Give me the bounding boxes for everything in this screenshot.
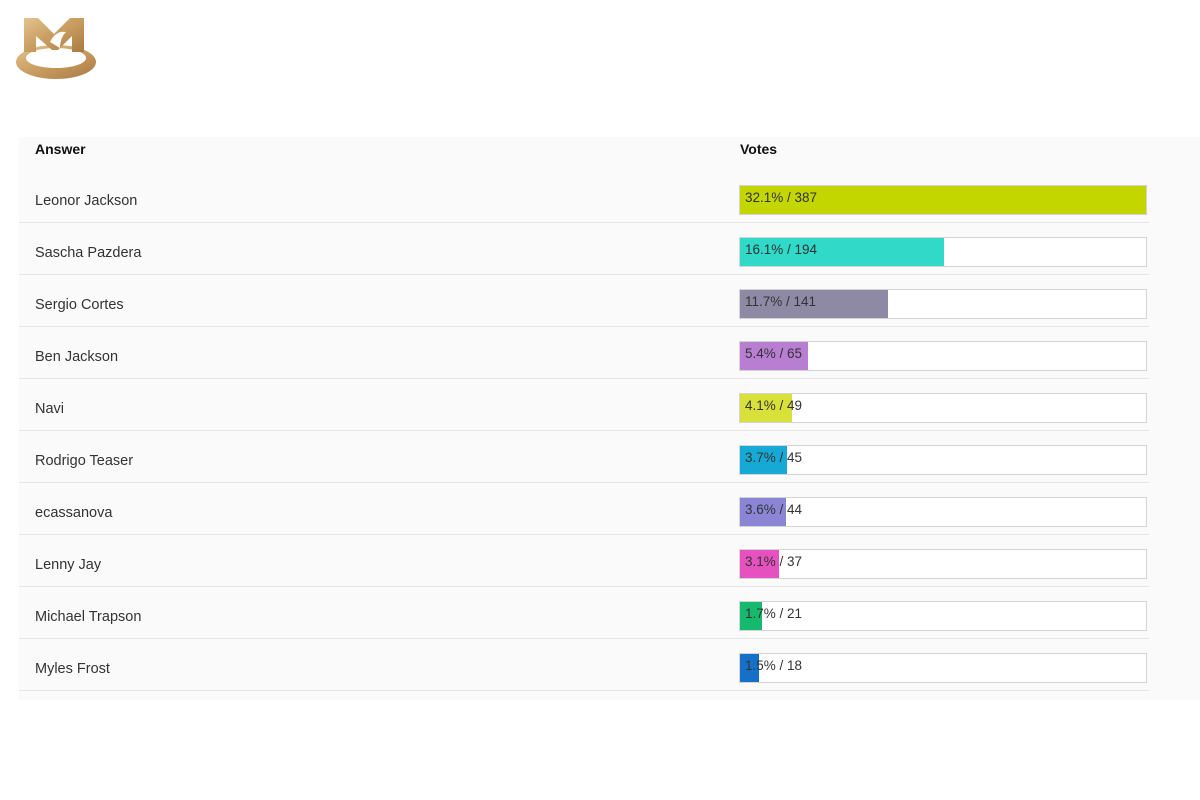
table-row: ecassanova 3.6% / 44	[19, 483, 1149, 535]
vote-bar	[740, 654, 759, 682]
vote-bar-label: 16.1% / 194	[745, 242, 818, 257]
table-row: Sergio Cortes 11.7% / 141	[19, 275, 1149, 327]
vote-bar	[740, 498, 786, 526]
poll-results-table: Answer Votes Leonor Jackson 32.1% / 387 Sa…	[19, 137, 1200, 700]
mm-monogram-logo	[16, 18, 96, 79]
answer-label: Michael Trapson	[35, 609, 142, 625]
table-row: Ben Jackson 5.4% / 65	[19, 327, 1149, 379]
vote-bar	[740, 238, 944, 266]
vote-bar-label: 5.4% / 65	[745, 346, 803, 361]
answer-label: Myles Frost	[35, 661, 110, 677]
answer-label: Rodrigo Teaser	[35, 453, 134, 469]
vote-bar	[740, 290, 888, 318]
table-row: Leonor Jackson 32.1% / 387	[19, 171, 1149, 223]
vote-bar-label: 1.7% / 21	[745, 606, 803, 621]
vote-bar-label: 3.6% / 44	[745, 502, 803, 517]
table-header-row: Answer Votes	[19, 137, 1149, 171]
answer-label: ecassanova	[35, 505, 113, 521]
vote-bar	[740, 342, 809, 370]
answer-column-header: Answer	[35, 141, 86, 157]
answer-label: Sergio Cortes	[35, 297, 124, 313]
votes-column-header: Votes	[740, 141, 778, 157]
vote-bar-label: 32.1% / 387	[745, 190, 818, 205]
table-row: Sascha Pazdera 16.1% / 194	[19, 223, 1149, 275]
vote-bar-track: 3.6% / 44	[739, 497, 1147, 527]
vote-bar-track: 11.7% / 141	[739, 289, 1147, 319]
vote-bar-label: 3.1% / 37	[745, 554, 803, 569]
answer-label: Lenny Jay	[35, 557, 102, 573]
vote-bar-track: 3.7% / 45	[739, 445, 1147, 475]
table-row: Rodrigo Teaser 3.7% / 45	[19, 431, 1149, 483]
vote-bar-label: 3.7% / 45	[745, 450, 803, 465]
vote-bar-track: 4.1% / 49	[739, 393, 1147, 423]
vote-bar-track: 1.7% / 21	[739, 601, 1147, 631]
vote-bar-label: 1.5% / 18	[745, 658, 803, 673]
vote-bar	[740, 602, 762, 630]
vote-bar-label: 11.7% / 141	[745, 294, 817, 309]
vote-bar-track: 5.4% / 65	[739, 341, 1147, 371]
vote-bar	[740, 446, 787, 474]
vote-bar-track: 16.1% / 194	[739, 237, 1147, 267]
answer-label: Sascha Pazdera	[35, 245, 142, 261]
table-row: Navi 4.1% / 49	[19, 379, 1149, 431]
table-row: Michael Trapson 1.7% / 21	[19, 587, 1149, 639]
answer-label: Navi	[35, 401, 65, 417]
vote-bar	[740, 394, 792, 422]
vote-bar-track: 32.1% / 387	[739, 185, 1147, 215]
vote-bar-track: 3.1% / 37	[739, 549, 1147, 579]
poll-rows: Leonor Jackson 32.1% / 387 Sascha Pazdera 1…	[19, 171, 1149, 691]
table-row: Lenny Jay 3.1% / 37	[19, 535, 1149, 587]
vote-bar	[740, 550, 780, 578]
answer-label: Ben Jackson	[35, 349, 119, 365]
vote-bar-track: 1.5% / 18	[739, 653, 1147, 683]
table-row: Myles Frost 1.5% / 18	[19, 639, 1149, 691]
answer-label: Leonor Jackson	[35, 193, 138, 209]
vote-bar	[740, 186, 1146, 214]
vote-bar-label: 4.1% / 49	[745, 398, 803, 413]
